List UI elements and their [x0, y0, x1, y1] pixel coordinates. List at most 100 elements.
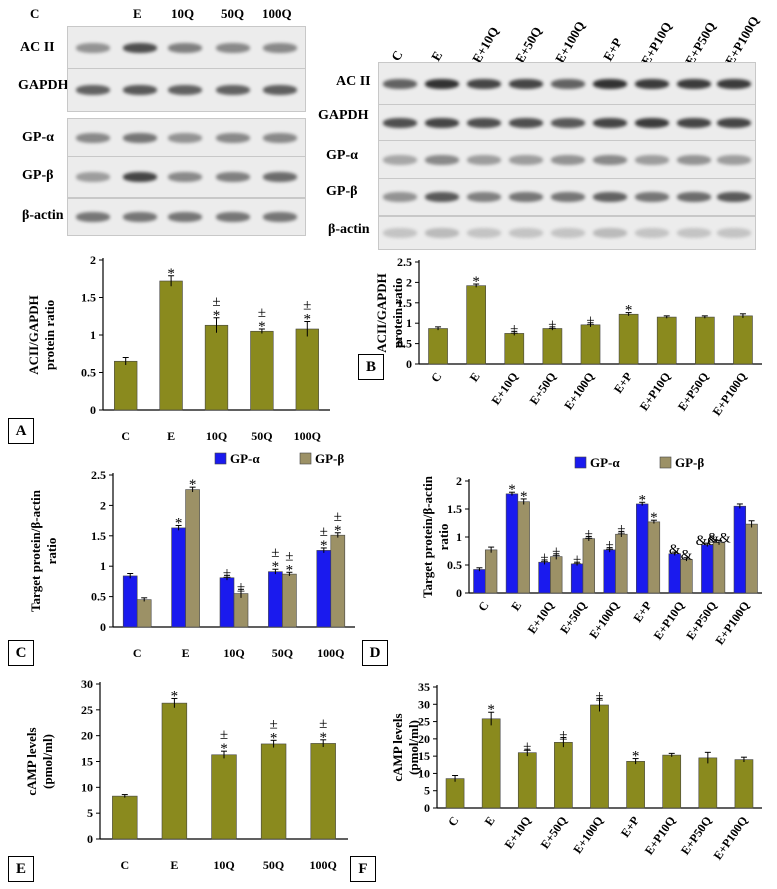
- y-axis-label: ACII/GAPDH: [374, 273, 389, 352]
- blot-band: [383, 228, 417, 238]
- legend-swatch: [299, 452, 312, 465]
- y-tick-label: 1.5: [91, 529, 106, 543]
- significance-marker: *: [220, 741, 228, 757]
- significance-marker: *: [520, 489, 528, 505]
- lane-label: 50Q: [221, 6, 245, 21]
- x-tick-label: E: [170, 858, 178, 872]
- x-tick-label: C: [445, 814, 461, 829]
- x-tick-label: E+10Q: [502, 814, 534, 852]
- bar: [445, 778, 465, 809]
- y-tick-label: 0: [456, 586, 462, 600]
- y-tick-label: 10: [81, 780, 93, 794]
- significance-marker: ±: [585, 526, 593, 542]
- x-tick-label: E+P100Q: [711, 814, 751, 863]
- significance-marker: ±: [595, 688, 603, 704]
- blot-band: [425, 155, 459, 165]
- bar: [481, 718, 501, 809]
- significance-marker: &&: [707, 530, 731, 546]
- blot-band: [168, 85, 202, 95]
- blot-band: [509, 118, 543, 128]
- blot-band: [425, 228, 459, 238]
- blot-band: [263, 133, 297, 143]
- blot-band: [467, 118, 501, 128]
- y-tick-label: 35: [418, 680, 430, 694]
- legend-label: GP-β: [675, 455, 704, 470]
- blot-band: [467, 228, 501, 238]
- y-tick-label: 0.5: [81, 366, 96, 380]
- bar: [590, 704, 609, 809]
- y-tick-label: 30: [81, 677, 93, 691]
- panel-letter-f: F: [350, 856, 376, 882]
- x-tick-label: E+50Q: [538, 814, 570, 852]
- blot-band: [263, 85, 297, 95]
- blot-band: [551, 228, 585, 238]
- x-tick-label: E: [482, 814, 498, 829]
- bar: [626, 761, 645, 809]
- blot-band: [717, 118, 751, 128]
- blot-band: [717, 155, 751, 165]
- lane-label: 10Q: [171, 6, 195, 21]
- y-tick-label: 20: [418, 732, 430, 746]
- blot-band: [216, 85, 250, 95]
- y-tick-label: 0: [406, 357, 412, 371]
- significance-marker: ±: [220, 727, 228, 743]
- y-tick-label: 0: [90, 403, 96, 417]
- significance-marker: ±: [617, 521, 625, 537]
- x-tick-label: 10Q: [206, 429, 227, 443]
- bar: [161, 702, 188, 840]
- x-tick-label: E: [167, 429, 175, 443]
- blot-band: [123, 212, 157, 222]
- bar: [554, 742, 573, 809]
- blot-band: [551, 79, 585, 89]
- blot-band: [76, 43, 110, 53]
- blot-band: [76, 172, 110, 182]
- panel-letter-b: B: [358, 354, 384, 380]
- x-tick-label: E+100Q: [570, 814, 606, 857]
- significance-marker: ±: [320, 524, 328, 540]
- significance-marker: *: [258, 319, 266, 335]
- blot-band: [635, 155, 669, 165]
- bar: [517, 752, 537, 809]
- blot-band: [467, 155, 501, 165]
- panel-letter-d: D: [362, 640, 388, 666]
- y-tick-label: 5: [424, 784, 430, 798]
- y-tick-label: 2.5: [91, 468, 106, 482]
- y-axis-label: cAMP levels: [390, 713, 405, 781]
- significance-marker: ±: [334, 509, 342, 525]
- significance-marker: ±: [559, 727, 567, 743]
- blot-band: [593, 192, 627, 202]
- blot-band: [509, 79, 543, 89]
- x-tick-label: C: [133, 646, 142, 660]
- significance-marker: *: [320, 538, 328, 554]
- blot-gpb-right: [378, 178, 756, 216]
- panel-letter-a: A: [8, 418, 34, 444]
- significance-marker: ±: [223, 565, 231, 581]
- x-tick-label: 10Q: [213, 858, 234, 872]
- x-tick-label: 50Q: [272, 646, 293, 660]
- significance-marker: ±: [212, 294, 220, 310]
- significance-marker: *: [334, 523, 342, 539]
- y-axis-label: cAMP levels: [24, 727, 39, 795]
- significance-marker: *: [508, 482, 516, 498]
- y-tick-label: 2: [90, 253, 96, 267]
- significance-marker: *: [632, 749, 640, 765]
- significance-marker: *: [472, 274, 480, 290]
- blot-acii-left: [67, 26, 306, 70]
- significance-marker: &: [669, 542, 681, 558]
- blot-band: [383, 118, 417, 128]
- blot-band: [168, 133, 202, 143]
- significance-marker: ±: [606, 538, 614, 554]
- significance-marker: ±: [269, 716, 277, 732]
- blot-row-label: GP-α: [22, 130, 54, 145]
- y-axis-label: Target protein/β-actin: [420, 475, 435, 598]
- significance-marker: ±: [510, 321, 518, 337]
- significance-marker: *: [319, 730, 327, 746]
- blot-band: [551, 192, 585, 202]
- significance-marker: ±: [271, 545, 279, 561]
- significance-marker: ±: [548, 317, 556, 333]
- bar: [698, 757, 718, 809]
- blot-band: [593, 118, 627, 128]
- significance-marker: ±: [285, 548, 293, 564]
